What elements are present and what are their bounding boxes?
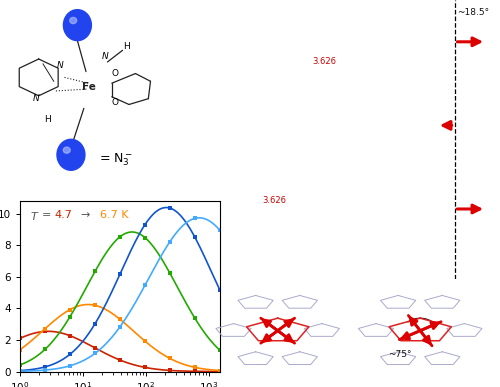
Text: = N$_3^-$: = N$_3^-$: [99, 151, 133, 168]
Text: N: N: [102, 51, 108, 61]
Ellipse shape: [57, 139, 85, 170]
Text: 4.7: 4.7: [54, 210, 72, 220]
Text: ~18.5°: ~18.5°: [456, 9, 488, 17]
Text: H: H: [124, 42, 130, 51]
Text: O: O: [112, 69, 118, 78]
Text: 6.7 K: 6.7 K: [100, 210, 128, 220]
Text: 3.626: 3.626: [262, 197, 286, 205]
Text: ~75°: ~75°: [388, 350, 412, 359]
Text: N: N: [33, 94, 40, 103]
Text: N: N: [57, 61, 64, 70]
Text: H: H: [44, 115, 51, 125]
Text: O: O: [112, 98, 118, 107]
Text: $T$: $T$: [30, 210, 40, 222]
Ellipse shape: [70, 17, 76, 24]
Text: 3.626: 3.626: [312, 57, 336, 66]
Text: =: =: [42, 210, 55, 220]
Text: Fe: Fe: [82, 82, 96, 92]
Ellipse shape: [64, 10, 92, 41]
Ellipse shape: [64, 147, 70, 153]
Text: →: →: [80, 210, 90, 220]
